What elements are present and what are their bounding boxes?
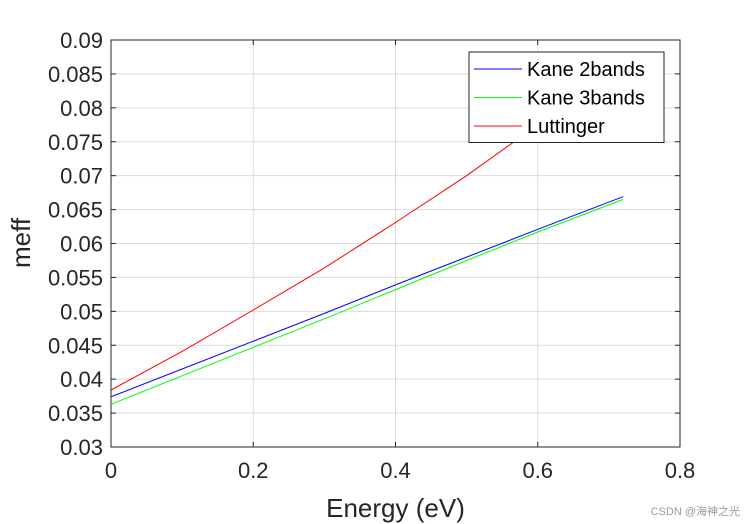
y-tick-label: 0.03 (60, 435, 103, 460)
y-tick-label: 0.09 (60, 28, 103, 53)
y-tick-label: 0.035 (48, 401, 103, 426)
y-tick-label: 0.075 (48, 130, 103, 155)
x-tick-label: 0.4 (380, 458, 411, 483)
x-tick-label: 0.8 (665, 458, 696, 483)
legend-label-kane-3bands: Kane 3bands (527, 88, 645, 110)
x-tick-label: 0.6 (522, 458, 553, 483)
axis-ticks: 0 0.2 0.4 0.6 0.8 0.03 0.035 0.04 0.045 0.05 0.055… (48, 28, 695, 483)
y-tick-label: 0.05 (60, 299, 103, 324)
y-tick-label: 0.04 (60, 367, 103, 392)
watermark: CSDN @海神之光 (651, 504, 740, 518)
y-tick-label: 0.065 (48, 198, 103, 223)
legend-label-luttinger: Luttinger (527, 116, 605, 138)
y-axis-label: meff (6, 217, 36, 268)
y-tick-label: 0.085 (48, 62, 103, 87)
y-tick-label: 0.07 (60, 164, 103, 189)
y-tick-label: 0.08 (60, 96, 103, 121)
series-line-kane-3bands (111, 198, 624, 405)
y-tick-label: 0.06 (60, 232, 103, 257)
series-line-kane-2bands (111, 196, 624, 398)
x-tick-label: 0 (105, 458, 117, 483)
legend: Kane 2bands Kane 3bands Luttinger (468, 51, 665, 143)
y-tick-label: 0.055 (48, 265, 103, 290)
y-tick-label: 0.045 (48, 333, 103, 358)
legend-label-kane-2bands: Kane 2bands (527, 59, 645, 81)
x-tick-label: 0.2 (238, 458, 269, 483)
x-axis-label: Energy (eV) (326, 493, 465, 523)
